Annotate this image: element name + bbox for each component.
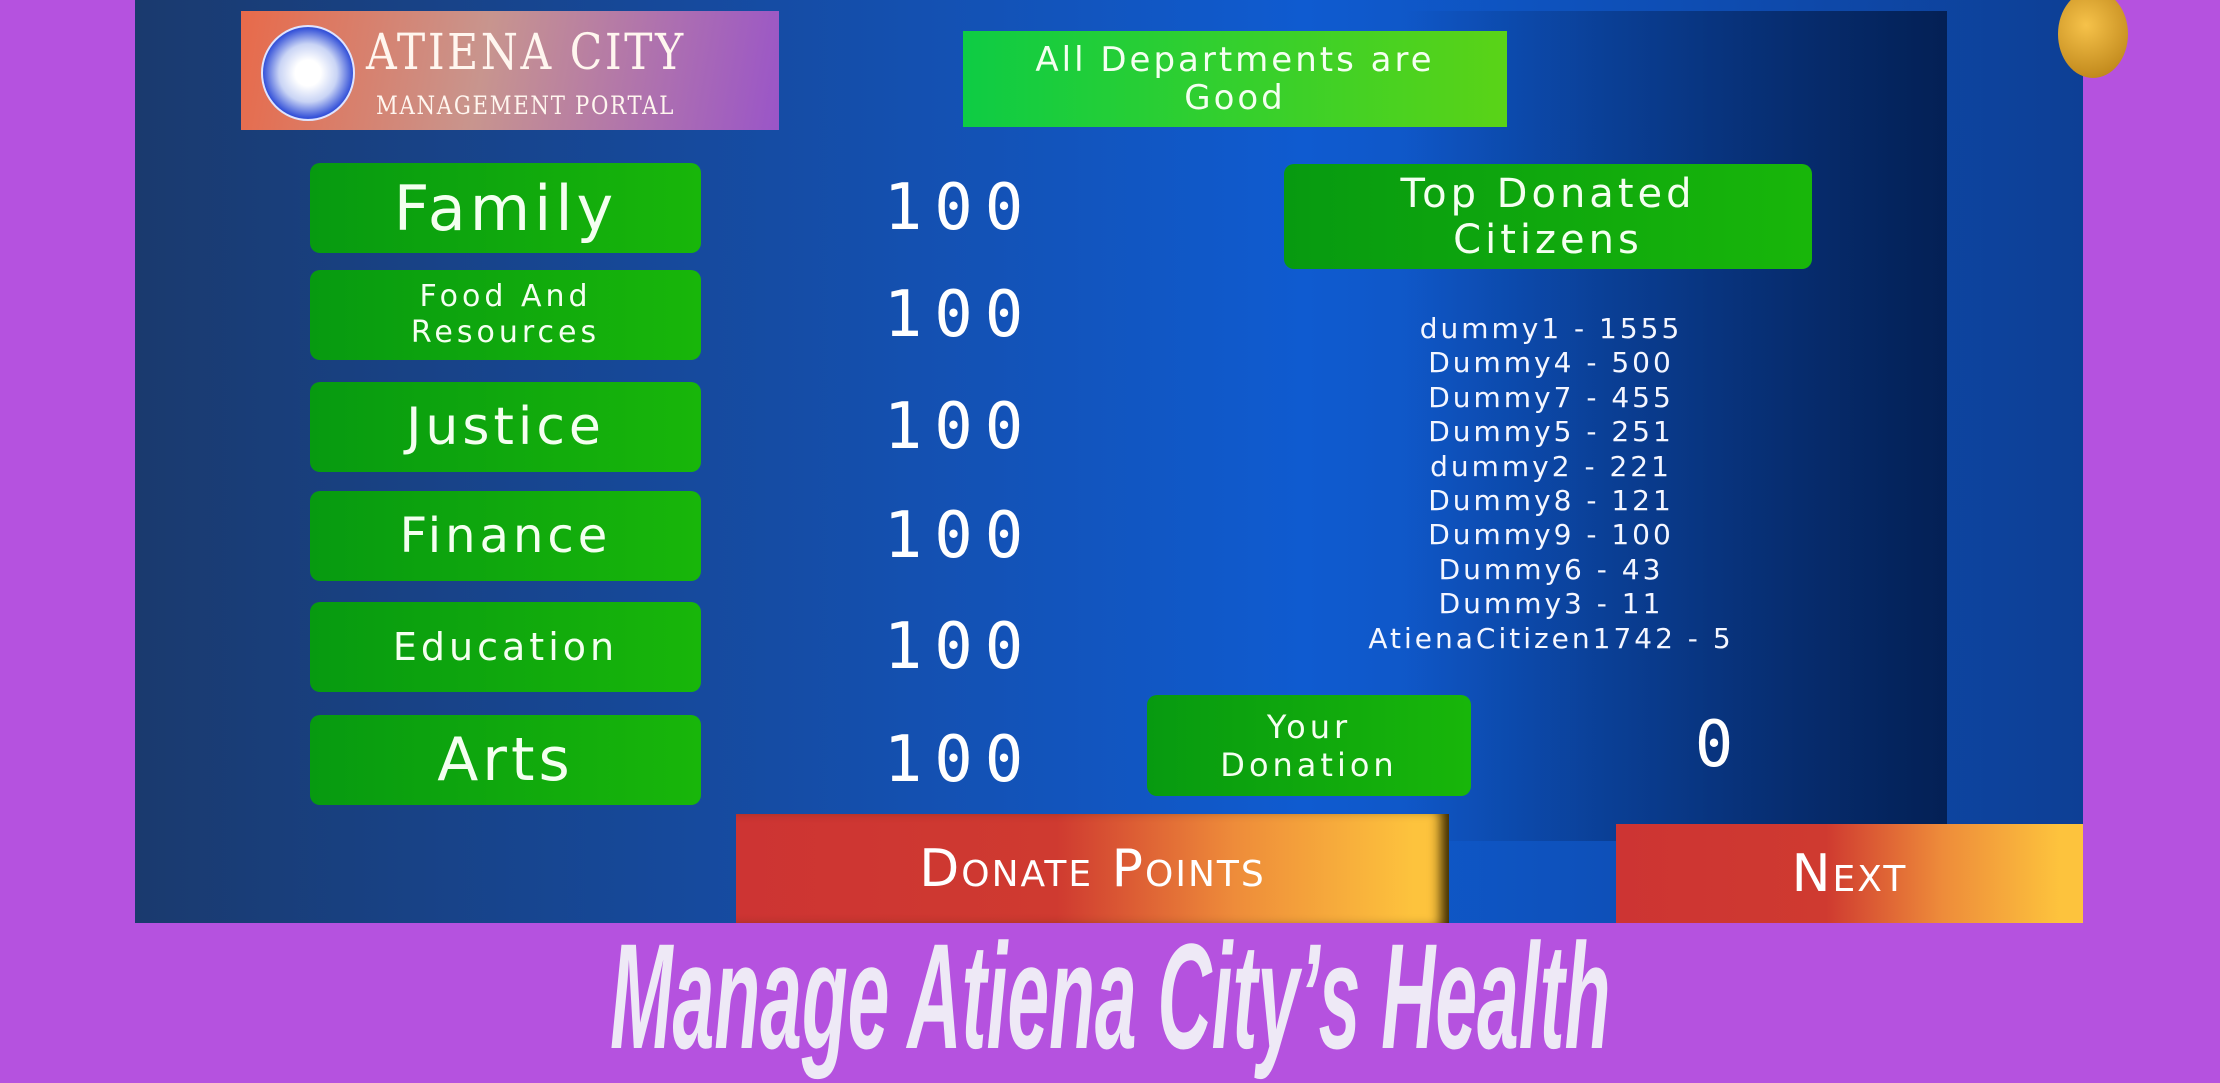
list-item: Dummy6 - 43 (1438, 552, 1664, 586)
dept-family-button[interactable]: Family (310, 163, 701, 253)
list-item: Dummy4 - 500 (1428, 346, 1674, 380)
leaderboard-title-text: Top Donated Citizens (1400, 170, 1696, 263)
list-item: Dummy7 - 455 (1428, 380, 1674, 414)
dept-food-button[interactable]: Food And Resources (310, 270, 701, 360)
dept-food-value: 100 (883, 278, 1036, 352)
tagline: Manage Atiena City’s Health (0, 910, 2220, 1083)
list-item: Dummy3 - 11 (1438, 587, 1664, 621)
dept-label: Food And Resources (410, 279, 601, 350)
your-donation-text: Your Donation (1220, 707, 1398, 784)
leaderboard-title: Top Donated Citizens (1284, 164, 1812, 269)
list-item: AtienaCitizen1742 - 5 (1368, 621, 1734, 655)
dept-label: Arts (437, 725, 574, 795)
leaderboard-list: dummy1 - 1555 Dummy4 - 500 Dummy7 - 455 … (1180, 312, 1922, 656)
dept-education-button[interactable]: Education (310, 602, 701, 692)
dept-arts-button[interactable]: Arts (310, 715, 701, 805)
donate-points-button[interactable]: Donate Points (736, 814, 1449, 923)
dept-label: Education (392, 625, 619, 669)
dept-justice-button[interactable]: Justice (310, 382, 701, 472)
dept-label: Finance (399, 508, 612, 564)
dept-label: Family (393, 171, 618, 245)
dept-finance-button[interactable]: Finance (310, 491, 701, 581)
next-label: Next (1791, 843, 1908, 904)
status-banner: All Departments are Good (963, 31, 1507, 127)
dept-label: Justice (406, 397, 605, 457)
next-button[interactable]: Next (1616, 824, 2083, 923)
dept-justice-value: 100 (883, 390, 1036, 464)
dept-family-value: 100 (883, 171, 1036, 245)
logo-title: ATIENA CITY (366, 23, 686, 81)
logo-subtitle: MANAGEMENT PORTAL (376, 91, 676, 120)
list-item: dummy1 - 1555 (1419, 312, 1683, 345)
list-item: dummy2 - 221 (1430, 449, 1672, 483)
city-seal-icon (261, 25, 355, 121)
your-donation-value: 0 (1694, 708, 1746, 782)
tagline-text: Manage Atiena City’s Health (609, 912, 1611, 1080)
portal-logo: ATIENA CITY MANAGEMENT PORTAL (241, 11, 779, 130)
list-item: Dummy8 - 121 (1428, 484, 1674, 518)
donate-points-label: Donate Points (919, 838, 1266, 899)
dept-education-value: 100 (883, 610, 1036, 684)
list-item: Dummy5 - 251 (1428, 415, 1674, 449)
coin-icon (2058, 0, 2128, 78)
dept-finance-value: 100 (883, 499, 1036, 573)
status-text: All Departments are Good (1035, 40, 1435, 118)
dept-arts-value: 100 (883, 723, 1036, 797)
list-item: Dummy9 - 100 (1428, 518, 1674, 552)
your-donation-label: Your Donation (1147, 695, 1471, 796)
